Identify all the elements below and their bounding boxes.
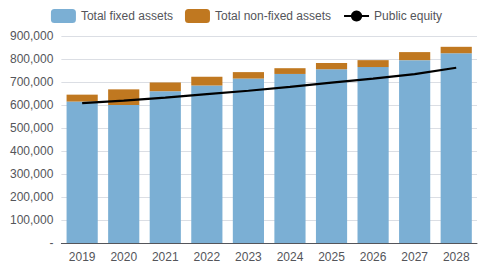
svg-text:-: - (49, 236, 53, 250)
svg-text:2022: 2022 (193, 250, 220, 264)
svg-text:Public equity: Public equity (374, 9, 442, 23)
svg-text:600,000: 600,000 (10, 98, 54, 112)
svg-text:100,000: 100,000 (10, 213, 54, 227)
svg-text:2024: 2024 (277, 250, 304, 264)
svg-text:2027: 2027 (401, 250, 428, 264)
svg-text:Total fixed assets: Total fixed assets (81, 9, 173, 23)
svg-text:2028: 2028 (443, 250, 470, 264)
svg-text:400,000: 400,000 (10, 144, 54, 158)
svg-text:2021: 2021 (152, 250, 179, 264)
svg-text:900,000: 900,000 (10, 29, 54, 43)
svg-text:2026: 2026 (360, 250, 387, 264)
svg-text:2025: 2025 (318, 250, 345, 264)
svg-text:700,000: 700,000 (10, 75, 54, 89)
svg-text:300,000: 300,000 (10, 167, 54, 181)
svg-text:500,000: 500,000 (10, 121, 54, 135)
svg-text:200,000: 200,000 (10, 190, 54, 204)
svg-text:2023: 2023 (235, 250, 262, 264)
svg-text:2019: 2019 (69, 250, 96, 264)
svg-text:800,000: 800,000 (10, 52, 54, 66)
svg-text:Total non-fixed assets: Total non-fixed assets (215, 9, 331, 23)
svg-text:2020: 2020 (110, 250, 137, 264)
